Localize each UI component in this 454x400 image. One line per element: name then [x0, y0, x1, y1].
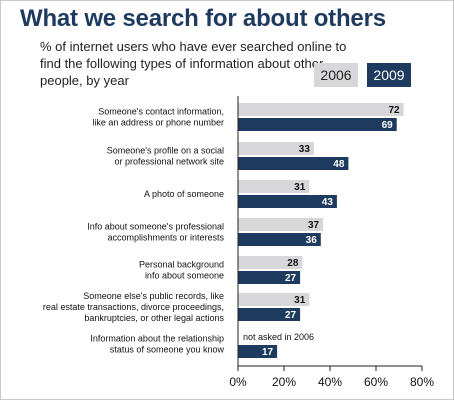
category-label: Info about someone's professional: [87, 222, 224, 232]
category-label: real estate transactions, divorce procee…: [43, 302, 224, 312]
chart-subtitle: % of internet users who have ever search…: [40, 39, 347, 88]
bar-2009: [238, 195, 337, 208]
category-label: info about someone: [145, 271, 224, 281]
category-label: A photo of someone: [144, 189, 224, 199]
legend-2009: 2009: [367, 63, 411, 87]
bar-value-label: 27: [285, 310, 297, 321]
bar-2006: [238, 256, 303, 269]
bar-value-label: 37: [308, 220, 320, 231]
category-label: Someone else's public records, like: [83, 291, 224, 301]
bar-value-label: 69: [382, 120, 394, 131]
bar-value-label: 31: [294, 295, 306, 306]
chart-title: What we search for about others: [20, 5, 386, 32]
x-tick-label: 40%: [318, 375, 342, 389]
bar-value-label: 33: [299, 144, 311, 155]
bar-value-label: 31: [294, 182, 306, 193]
category-label: Someone's contact information,: [98, 107, 224, 117]
bar-2009: [238, 233, 321, 246]
bar-2009: [238, 308, 301, 321]
not-asked-note: not asked in 2006: [243, 332, 314, 342]
category-label: Information about the relationship: [90, 334, 224, 344]
x-tick-label: 80%: [410, 375, 434, 389]
category-label: bankruptcies, or other legal actions: [84, 313, 224, 323]
bar-value-label: 28: [287, 258, 299, 269]
category-label: status of someone you know: [110, 345, 225, 355]
legend-2006: 2006: [314, 63, 358, 87]
category-label: like an address or phone number: [92, 118, 224, 128]
bar-value-label: 36: [306, 235, 318, 246]
bar-2009: [238, 271, 301, 284]
bar-2006: [238, 103, 404, 116]
bar-2006: [238, 142, 314, 155]
bar-2009: [238, 157, 349, 170]
bar-2006: [238, 293, 310, 306]
bar-2006: [238, 180, 310, 193]
bar-2006: [238, 218, 324, 231]
x-tick-label: 20%: [272, 375, 296, 389]
category-label: accomplishments or interests: [107, 233, 224, 243]
category-label: Someone's profile on a social: [107, 146, 224, 156]
x-tick-label: 60%: [364, 375, 388, 389]
x-tick-label: 0%: [229, 375, 247, 389]
bar-value-label: 72: [388, 105, 400, 116]
bar-value-label: 43: [322, 197, 334, 208]
category-label: or professional network site: [114, 157, 224, 167]
bar-2009: [238, 118, 397, 131]
bar-value-label: 48: [333, 159, 345, 170]
bar-2009: [238, 345, 278, 358]
category-label: Personal background: [139, 260, 224, 270]
bar-value-label: 27: [285, 273, 297, 284]
bar-value-label: 17: [262, 347, 274, 358]
